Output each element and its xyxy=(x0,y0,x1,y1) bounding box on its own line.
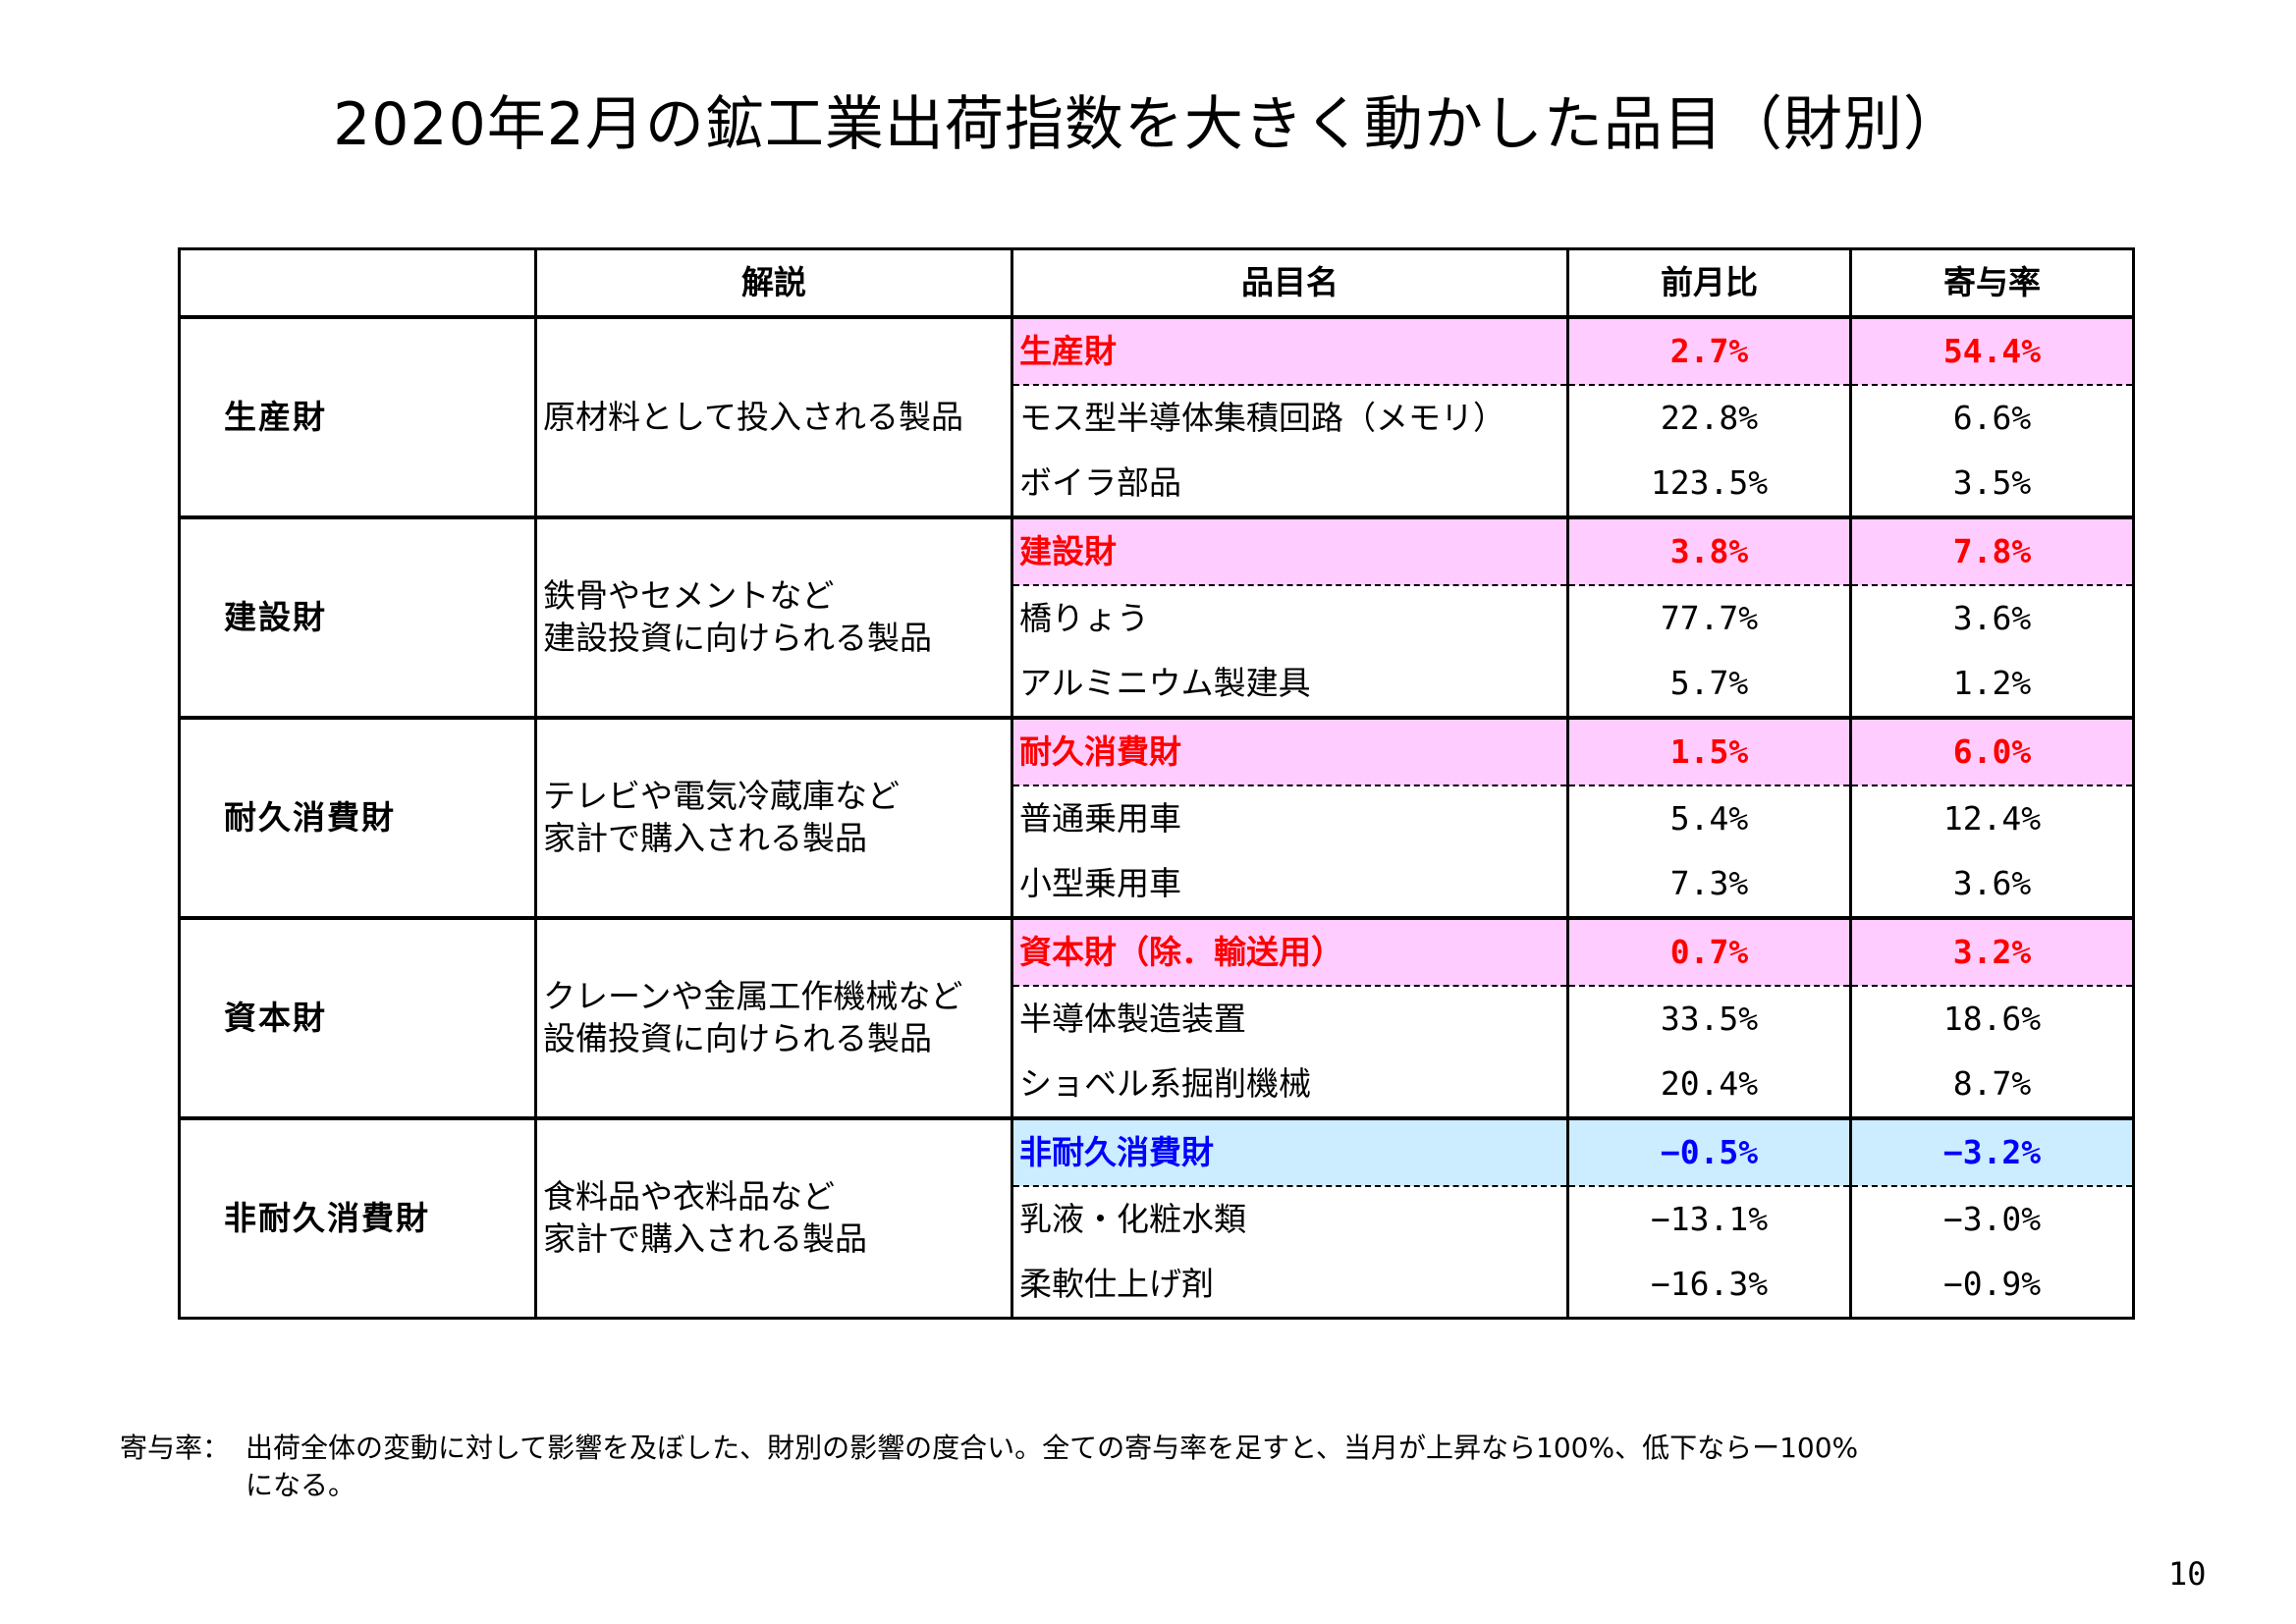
category-cell: 生産財 xyxy=(178,315,537,519)
item-name: 小型乗用車 xyxy=(1011,851,1569,918)
item-contribution: 12.4% xyxy=(1849,785,2135,851)
table-row: 生産財 原材料として投入される製品 生産財 2.7% 54.4% xyxy=(178,315,2135,519)
description-line: 建設投資に向けられる製品 xyxy=(543,619,932,657)
header-contribution-rate: 寄与率 xyxy=(1849,247,2135,319)
item-mom: 7.3% xyxy=(1566,851,1852,918)
description-line: テレビや電気冷蔵庫など xyxy=(543,777,900,816)
item-contribution: 3.6% xyxy=(1849,851,2135,918)
table-row: 乳液・化粧水類 −13.1% −3.0% xyxy=(180,1186,2135,1252)
summary-item-name: 耐久消費財 xyxy=(1011,716,1569,786)
table-row: 非耐久消費財 食料品や衣料品など 家計で購入される製品 非耐久消費財 −0.5%… xyxy=(178,1116,2135,1320)
table-row: 橋りょう 77.7% 3.6% xyxy=(180,585,2135,651)
description-cell: テレビや電気冷蔵庫など 家計で購入される製品 xyxy=(534,716,1013,920)
summary-item-name: 生産財 xyxy=(1011,315,1569,386)
summary-contribution: 54.4% xyxy=(1849,315,2135,386)
footnote-line: になる。 xyxy=(246,1468,356,1501)
page-number: 10 xyxy=(2168,1555,2207,1593)
category-cell: 耐久消費財 xyxy=(178,716,537,920)
item-name: ボイラ部品 xyxy=(1011,451,1569,517)
description-line: クレーンや金属工作機械など xyxy=(543,977,963,1016)
category-cell: 非耐久消費財 xyxy=(178,1116,537,1320)
table-row: ショベル系掘削機械 20.4% 8.7% xyxy=(180,1052,2135,1118)
item-name: 柔軟仕上げ剤 xyxy=(1011,1252,1569,1320)
table-row: 建設財 鉄骨やセメントなど 建設投資に向けられる製品 建設財 3.8% 7.8% xyxy=(178,515,2135,720)
footnote-line: 出荷全体の変動に対して影響を及ぼした、財別の影響の度合い。全ての寄与率を足すと、… xyxy=(246,1432,1859,1464)
summary-item-name: 建設財 xyxy=(1011,515,1569,586)
description-line: 設備投資に向けられる製品 xyxy=(543,1019,932,1057)
description-line: 原材料として投入される製品 xyxy=(543,397,964,436)
summary-contribution: 3.2% xyxy=(1849,916,2135,987)
table-row: 半導体製造装置 33.5% 18.6% xyxy=(180,986,2135,1052)
header-description: 解説 xyxy=(534,247,1013,319)
table-row: アルミニウム製建具 5.7% 1.2% xyxy=(180,651,2135,718)
item-mom: −13.1% xyxy=(1566,1186,1852,1252)
item-name: 橋りょう xyxy=(1011,585,1569,651)
item-name: 乳液・化粧水類 xyxy=(1011,1186,1569,1252)
goods-contribution-table: 解説 品目名 前月比 寄与率 生産財 原材料として投入される製品 生産財 2.7… xyxy=(178,247,2135,1320)
summary-contribution: 7.8% xyxy=(1849,515,2135,586)
header-item-name: 品目名 xyxy=(1011,247,1569,319)
item-name: 半導体製造装置 xyxy=(1011,986,1569,1052)
item-contribution: −3.0% xyxy=(1849,1186,2135,1252)
summary-mom: 1.5% xyxy=(1566,716,1852,786)
item-name: ショベル系掘削機械 xyxy=(1011,1052,1569,1118)
description-cell: クレーンや金属工作機械など 設備投資に向けられる製品 xyxy=(534,916,1013,1120)
item-contribution: 3.5% xyxy=(1849,451,2135,517)
description-cell: 食料品や衣料品など 家計で購入される製品 xyxy=(534,1116,1013,1320)
table-row: 柔軟仕上げ剤 −16.3% −0.9% xyxy=(180,1252,2135,1320)
description-line: 家計で購入される製品 xyxy=(543,819,867,857)
description-line: 食料品や衣料品など xyxy=(543,1177,835,1217)
description-cell: 原材料として投入される製品 xyxy=(534,315,1013,519)
table-row: 資本財 クレーンや金属工作機械など 設備投資に向けられる製品 資本財（除．輸送用… xyxy=(178,916,2135,1120)
item-mom: 33.5% xyxy=(1566,986,1852,1052)
summary-mom: 3.8% xyxy=(1566,515,1852,586)
item-mom: 5.4% xyxy=(1566,785,1852,851)
category-cell: 資本財 xyxy=(178,916,537,1120)
item-name: 普通乗用車 xyxy=(1011,785,1569,851)
table-row: ボイラ部品 123.5% 3.5% xyxy=(180,451,2135,517)
category-cell: 建設財 xyxy=(178,515,537,720)
item-contribution: 6.6% xyxy=(1849,385,2135,451)
footnote: 寄与率： 出荷全体の変動に対して影響を及ぼした、財別の影響の度合い。全ての寄与率… xyxy=(120,1430,2182,1504)
item-mom: −16.3% xyxy=(1566,1252,1852,1320)
item-name: アルミニウム製建具 xyxy=(1011,651,1569,718)
summary-mom: 0.7% xyxy=(1566,916,1852,987)
table-row: 耐久消費財 テレビや電気冷蔵庫など 家計で購入される製品 耐久消費財 1.5% … xyxy=(178,716,2135,920)
table-header-row: 解説 品目名 前月比 寄与率 xyxy=(178,247,2135,319)
item-name: モス型半導体集積回路（メモリ） xyxy=(1011,385,1569,451)
table-row: 小型乗用車 7.3% 3.6% xyxy=(180,851,2135,918)
item-contribution: 8.7% xyxy=(1849,1052,2135,1118)
summary-item-name: 資本財（除．輸送用） xyxy=(1011,916,1569,987)
header-month-over-month: 前月比 xyxy=(1566,247,1852,319)
header-category xyxy=(178,247,537,319)
item-contribution: 3.6% xyxy=(1849,585,2135,651)
summary-mom: 2.7% xyxy=(1566,315,1852,386)
item-mom: 123.5% xyxy=(1566,451,1852,517)
item-contribution: 1.2% xyxy=(1849,651,2135,718)
table-row: モス型半導体集積回路（メモリ） 22.8% 6.6% xyxy=(180,385,2135,451)
page-title: 2020年2月の鉱工業出荷指数を大きく動かした品目（財別） xyxy=(333,90,1963,159)
summary-mom: −0.5% xyxy=(1566,1116,1852,1187)
summary-contribution: −3.2% xyxy=(1849,1116,2135,1187)
footnote-label: 寄与率： xyxy=(120,1432,231,1464)
item-mom: 22.8% xyxy=(1566,385,1852,451)
item-mom: 5.7% xyxy=(1566,651,1852,718)
summary-item-name: 非耐久消費財 xyxy=(1011,1116,1569,1187)
description-line: 鉄骨やセメントなど xyxy=(543,576,835,616)
description-line: 家計で購入される製品 xyxy=(543,1219,867,1258)
item-contribution: 18.6% xyxy=(1849,986,2135,1052)
item-contribution: −0.9% xyxy=(1849,1252,2135,1320)
item-mom: 20.4% xyxy=(1566,1052,1852,1118)
table-row: 普通乗用車 5.4% 12.4% xyxy=(180,785,2135,851)
description-cell: 鉄骨やセメントなど 建設投資に向けられる製品 xyxy=(534,515,1013,720)
item-mom: 77.7% xyxy=(1566,585,1852,651)
summary-contribution: 6.0% xyxy=(1849,716,2135,786)
